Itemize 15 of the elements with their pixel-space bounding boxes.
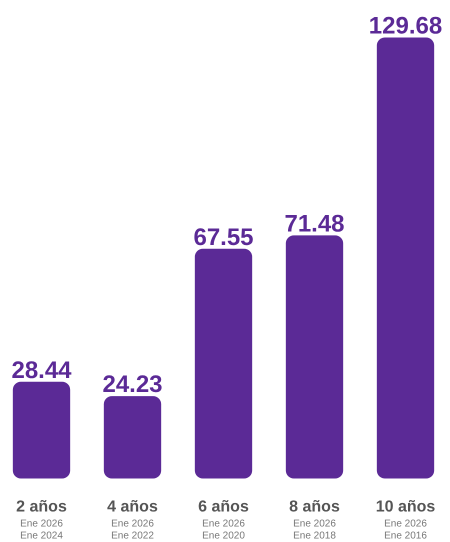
category-label: 4 años Ene 2026 Ene 2022: [107, 498, 158, 542]
data-label: 24.23: [102, 371, 163, 398]
data-label: 28.44: [11, 356, 72, 384]
bar: [376, 38, 434, 478]
bar: [104, 396, 162, 478]
bar: [12, 382, 70, 478]
data-label: 67.55: [193, 224, 254, 251]
data-label: 129.68: [368, 12, 442, 40]
category-label: 2 años Ene 2026 Ene 2024: [16, 498, 67, 542]
category-label: 10 años Ene 2026 Ene 2016: [376, 498, 436, 542]
data-label: 71.48: [284, 210, 345, 238]
bar: [286, 235, 344, 478]
bar: [194, 248, 252, 478]
category-label: 6 años Ene 2026 Ene 2020: [198, 498, 249, 542]
category-label: 8 años Ene 2026 Ene 2018: [289, 498, 340, 542]
